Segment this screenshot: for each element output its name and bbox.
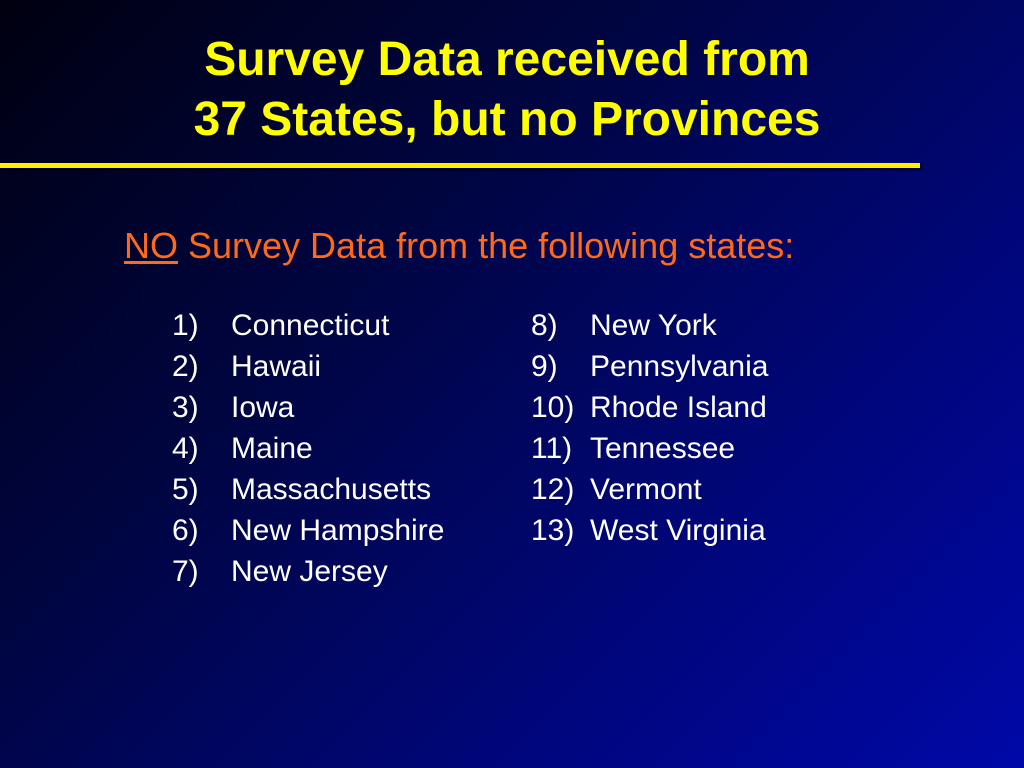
state-name: New Hampshire: [231, 514, 445, 547]
state-name: Connecticut: [231, 309, 390, 342]
title-line-1: Survey Data received from: [204, 33, 810, 86]
list-item: 4) Maine: [172, 428, 444, 469]
item-number: 7): [172, 555, 199, 588]
item-number: 10): [531, 391, 575, 424]
title-line-2: 37 States, but no Provinces: [193, 93, 821, 146]
item-number: 9): [531, 350, 558, 383]
state-name: West Virginia: [590, 514, 766, 547]
item-number: 8): [531, 309, 558, 342]
list-item: 2) Hawaii: [172, 346, 444, 387]
state-name: Rhode Island: [590, 391, 767, 424]
item-number: 11): [531, 432, 573, 465]
item-number: 13): [531, 514, 575, 547]
state-name: New Jersey: [231, 555, 388, 588]
item-number: 6): [172, 514, 199, 547]
list-item: 13) West Virginia: [531, 510, 768, 551]
list-item: 7) New Jersey: [172, 551, 444, 592]
state-name: Maine: [231, 432, 313, 465]
state-name: Pennsylvania: [590, 350, 769, 383]
list-item: 6) New Hampshire: [172, 510, 444, 551]
item-number: 4): [172, 432, 199, 465]
item-number: 5): [172, 473, 199, 506]
state-name: Tennessee: [590, 432, 736, 465]
slide-title: Survey Data received from 37 States, but…: [0, 30, 1014, 150]
list-item: 10) Rhode Island: [531, 387, 768, 428]
item-number: 2): [172, 350, 199, 383]
state-name: Iowa: [231, 391, 295, 424]
list-item: 1) Connecticut: [172, 305, 444, 346]
list-item: 8) New York: [531, 305, 768, 346]
subtitle-emphasis: NO: [124, 225, 178, 266]
item-number: 3): [172, 391, 199, 424]
list-item: 3) Iowa: [172, 387, 444, 428]
list-item: 11) Tennessee: [531, 428, 768, 469]
item-number: 1): [172, 309, 199, 342]
states-list-left: 1) Connecticut 2) Hawaii 3) Iowa 4) Maine 5)…: [172, 305, 444, 592]
state-name: Vermont: [590, 473, 702, 506]
list-item: 9) Pennsylvania: [531, 346, 768, 387]
state-name: New York: [590, 309, 717, 342]
subtitle-text: Survey Data from the following states:: [178, 225, 795, 266]
subtitle: NO Survey Data from the following states…: [124, 224, 794, 268]
list-item: 5) Massachusetts: [172, 469, 444, 510]
list-item: 12) Vermont: [531, 469, 768, 510]
states-list-right: 8) New York 9) Pennsylvania 10) Rhode Islan…: [531, 305, 768, 551]
state-name: Hawaii: [231, 350, 322, 383]
title-divider: [0, 163, 920, 168]
item-number: 12): [531, 473, 575, 506]
state-name: Massachusetts: [231, 473, 432, 506]
